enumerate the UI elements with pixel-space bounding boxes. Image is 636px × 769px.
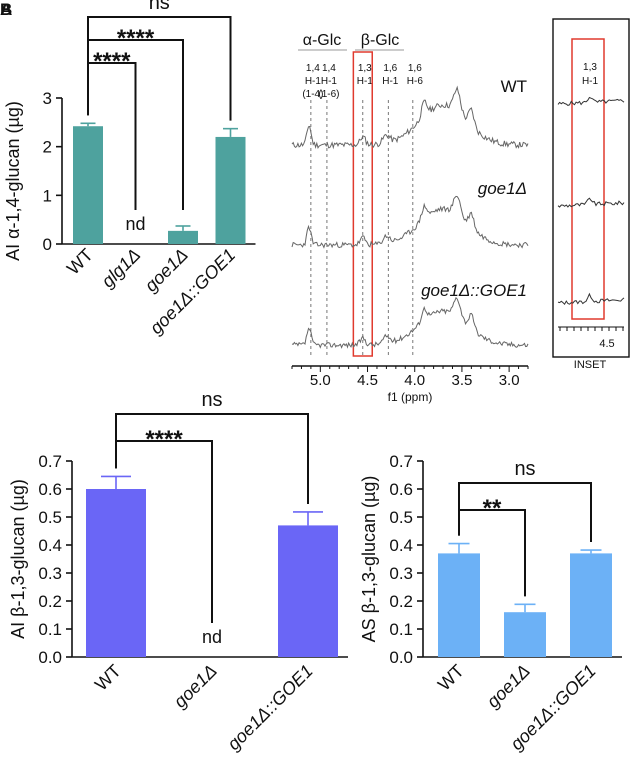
- significance-bracket: [115, 440, 213, 623]
- y-tick-label: 0: [43, 235, 52, 254]
- x-category-label: goe1Δ: [483, 661, 534, 712]
- nmr-tick-label: 4.0: [404, 372, 425, 389]
- inset-frame: [552, 18, 630, 358]
- nmr-tick-label: 5.0: [310, 372, 331, 389]
- x-category-label: WT: [91, 661, 125, 695]
- bar: [278, 525, 338, 657]
- inset-peak-label-line: 1,3: [583, 62, 597, 73]
- bar: [438, 553, 480, 657]
- spectrum-label: goe1Δ: [478, 179, 527, 198]
- y-tick-label: 0.3: [389, 564, 413, 583]
- y-tick-label: 0.1: [389, 620, 413, 639]
- y-tick-label: 0.5: [389, 508, 413, 527]
- nmr-x-axis-title: f1 (ppm): [388, 390, 433, 404]
- bar: [168, 230, 198, 244]
- inset-tick-label: 4.5: [599, 338, 614, 350]
- x-category-label: glg1Δ: [98, 245, 145, 292]
- nmr-tick-label: 3.5: [451, 372, 472, 389]
- spectrum-label: goe1Δ::GOE1: [421, 281, 527, 300]
- x-category-label: WT: [63, 245, 97, 279]
- y-tick-label: 0.2: [38, 592, 62, 611]
- spectrum-goe1-goe1: [291, 296, 529, 349]
- chart-nmr-spectra: 5.0 4.5 4.0 3.5 3.0f1 (ppm)α-Glc β-Glc1,4H-1(…: [291, 18, 630, 404]
- y-tick-label: 0.1: [38, 620, 62, 639]
- y-tick-label: 0.4: [38, 536, 62, 555]
- significance-label: ****: [145, 426, 183, 453]
- y-tick-label: 0.0: [38, 648, 62, 667]
- significance-bracket: [87, 62, 137, 210]
- y-tick-label: 0.5: [38, 508, 62, 527]
- bar-annotation-nd: nd: [125, 214, 145, 234]
- bar: [73, 126, 103, 244]
- x-category-label: goe1Δ::GOE1: [146, 245, 239, 338]
- peak-label-line: 1,4: [322, 63, 336, 74]
- significance-label: ****: [93, 48, 131, 75]
- spectrum-label: WT: [501, 77, 527, 96]
- inset-title: INSET: [574, 359, 607, 371]
- inset-highlight-box: [571, 38, 605, 320]
- y-axis-title: AS β-1,3-glucan (µg): [359, 476, 379, 643]
- significance-label: **: [483, 495, 502, 522]
- highlight-box: [352, 51, 373, 357]
- inset-spectrum-goe1-goe1: [557, 292, 625, 306]
- panel-label-b: B: [0, 0, 12, 19]
- peak-label-line: H-1: [357, 76, 374, 87]
- alpha-glc-label: α-Glc: [303, 32, 342, 49]
- x-category-label: goe1Δ::GOE1: [223, 661, 316, 754]
- peak-label-line: H-1: [382, 76, 399, 87]
- peak-label-line: 1,4: [306, 63, 320, 74]
- y-tick-label: 3: [43, 89, 52, 108]
- significance-label: ns: [149, 0, 170, 14]
- spectrum-wt: [291, 85, 529, 150]
- beta-glc-label: β-Glc: [361, 32, 400, 49]
- chart-as-beta-glucan: 0.0 0.1 0.2 0.3 0.4 0.5 0.6 0.7 AS β-1,3-glucan …: [359, 452, 622, 754]
- y-tick-label: 0.7: [38, 452, 62, 471]
- x-category-label: WT: [434, 661, 468, 695]
- nmr-tick-label: 4.5: [357, 372, 378, 389]
- inset-peak-label-line: H-1: [582, 76, 599, 87]
- bar-annotation-nd: nd: [202, 627, 222, 647]
- y-tick-label: 2: [43, 138, 52, 157]
- peak-label-line: H-6: [407, 76, 424, 87]
- significance-bracket: [458, 509, 526, 597]
- significance-label: ns: [514, 458, 535, 480]
- y-tick-label: 0.0: [389, 648, 413, 667]
- bar: [504, 612, 546, 657]
- peak-label-line: H-1: [305, 76, 322, 87]
- x-category-label: goe1Δ: [170, 661, 221, 712]
- y-tick-label: 0.4: [389, 536, 413, 555]
- inset-spectrum-wt: [557, 96, 625, 106]
- inset-spectrum-goe1: [557, 197, 625, 208]
- significance-label: ns: [201, 389, 222, 411]
- bar: [570, 553, 612, 657]
- spectrum-goe1: [291, 195, 529, 249]
- y-axis-title: AI α-1,4-glucan (µg): [3, 101, 23, 261]
- nmr-tick-label: 3.0: [499, 372, 520, 389]
- y-tick-label: 0.6: [38, 480, 62, 499]
- y-tick-label: 0.3: [38, 564, 62, 583]
- y-axis-title: AI β-1,3-glucan (µg): [8, 479, 28, 639]
- bar: [86, 489, 146, 657]
- y-tick-label: 0.2: [389, 592, 413, 611]
- y-tick-label: 0.6: [389, 480, 413, 499]
- peak-label-line: H-1: [321, 76, 338, 87]
- y-tick-label: 1: [43, 186, 52, 205]
- peak-label-line: 1,6: [383, 63, 397, 74]
- peak-label-line: (1-6): [318, 89, 339, 100]
- significance-label: ****: [117, 25, 155, 52]
- panel-label-a: A: [0, 0, 12, 19]
- peak-label-line: 1,6: [408, 63, 422, 74]
- peak-label-line: (1-4): [302, 89, 323, 100]
- chart-ai-beta-glucan: 0.0 0.1 0.2 0.3 0.4 0.5 0.6 0.7 AI β-1,3-glucan …: [8, 389, 348, 754]
- bar: [215, 136, 246, 244]
- y-tick-label: 0.7: [389, 452, 413, 471]
- peak-label-line: 1,3: [358, 63, 372, 74]
